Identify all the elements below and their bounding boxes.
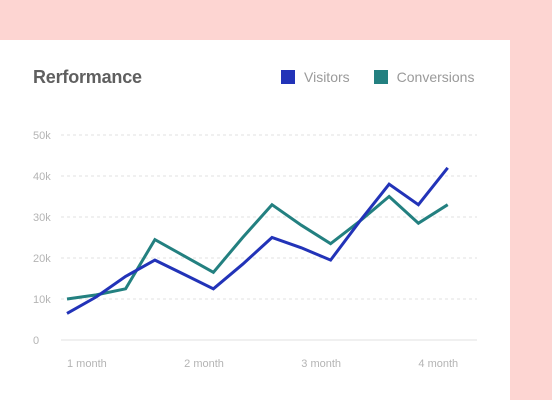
x-tick-label: 2 month — [184, 358, 224, 370]
y-tick-label: 40k — [33, 171, 51, 183]
legend-label-visitors: Visitors — [304, 69, 350, 85]
x-tick-label: 1 month — [67, 358, 107, 370]
legend-item-visitors[interactable]: Visitors — [281, 69, 350, 85]
x-tick-label: 4 month — [418, 358, 458, 370]
series-line-conversions — [66, 194, 449, 301]
y-tick-label: 30k — [33, 212, 51, 224]
y-tick-label: 50k — [33, 130, 51, 142]
legend-swatch-visitors — [281, 70, 295, 84]
chart-legend: Visitors Conversions — [281, 69, 474, 85]
x-tick-label: 3 month — [301, 358, 341, 370]
series-line-visitors — [66, 166, 449, 315]
y-tick-label: 20k — [33, 253, 51, 265]
legend-label-conversions: Conversions — [396, 69, 475, 85]
chart-card: Rerformance Visitors Conversions 0 10k 20k… — [0, 40, 510, 400]
line-chart: 0 10k 20k 30k 40k 50k 1 month 2 month 3 month 4 m… — [33, 130, 477, 370]
y-tick-label: 10k — [33, 294, 51, 306]
legend-item-conversions[interactable]: Conversions — [373, 69, 475, 85]
y-tick-label: 0 — [33, 335, 39, 347]
legend-swatch-conversions — [373, 70, 388, 84]
chart-title: Rerformance — [33, 67, 142, 87]
